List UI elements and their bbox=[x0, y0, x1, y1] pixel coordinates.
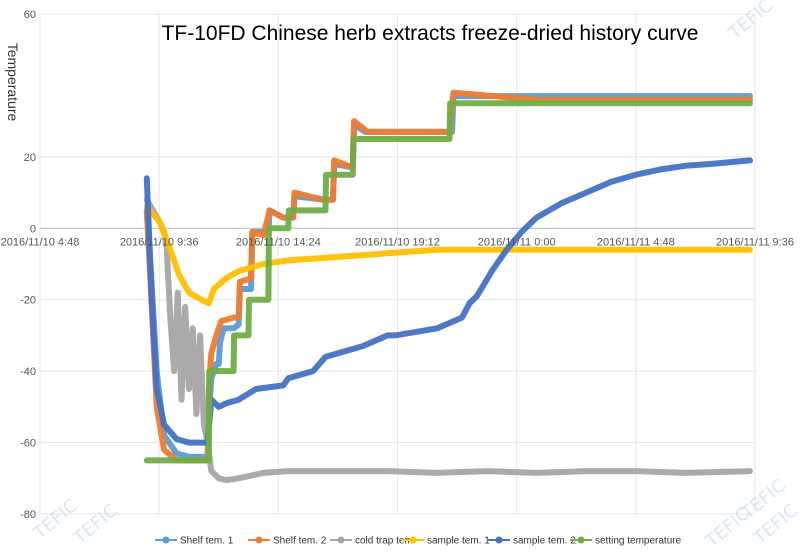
legend-marker-5 bbox=[577, 536, 585, 544]
series-layer bbox=[143, 89, 753, 484]
y-tick-label: 20 bbox=[24, 152, 36, 164]
x-tick-label: 2016/11/10 19:12 bbox=[355, 236, 440, 248]
x-tick-label: 2016/11/11 0:00 bbox=[478, 236, 556, 248]
tick-labels: 60 20 0 -20 -40 -60 -80 2016/11/10 4:48 2016/11/… bbox=[1, 9, 794, 521]
series-line-4 bbox=[143, 157, 753, 446]
legend-marker-4 bbox=[495, 536, 503, 544]
y-axis-label: Temperature bbox=[5, 43, 21, 122]
legend-label-1: Shelf tem. 2 bbox=[273, 536, 327, 547]
legend: Shelf tem. 1 Shelf tem. 2 cold trap tem sam… bbox=[155, 536, 682, 547]
x-tick-label: 2016/11/11 9:36 bbox=[716, 236, 794, 248]
x-tick-label: 2016/11/10 4:48 bbox=[1, 236, 80, 248]
series-line-5 bbox=[143, 100, 753, 464]
y-tick-label: -80 bbox=[20, 509, 36, 521]
legend-label-3: sample tem. 1 bbox=[427, 536, 490, 547]
legend-marker-1 bbox=[255, 536, 263, 544]
y-tick-label: 60 bbox=[24, 9, 36, 21]
legend-marker-0 bbox=[162, 536, 170, 544]
y-tick-label: -20 bbox=[20, 295, 36, 307]
series-line-3 bbox=[143, 203, 753, 307]
legend-marker-3 bbox=[409, 536, 417, 544]
x-tick-label: 2016/11/10 14:24 bbox=[236, 236, 321, 248]
y-tick-label: 0 bbox=[30, 223, 36, 235]
x-tick-label: 2016/11/11 4:48 bbox=[597, 236, 675, 248]
legend-label-0: Shelf tem. 1 bbox=[180, 536, 234, 547]
y-tick-label: -60 bbox=[20, 438, 36, 450]
legend-label-4: sample tem. 2 bbox=[513, 536, 576, 547]
x-tick-label: 2016/11/10 9:36 bbox=[120, 236, 199, 248]
y-tick-label: -40 bbox=[20, 366, 36, 378]
legend-marker-2 bbox=[337, 536, 345, 544]
chart-title: TF-10FD Chinese herb extracts freeze-dri… bbox=[162, 22, 699, 45]
legend-label-5: setting temperature bbox=[595, 536, 682, 547]
legend-label-2: cold trap tem bbox=[355, 536, 413, 547]
